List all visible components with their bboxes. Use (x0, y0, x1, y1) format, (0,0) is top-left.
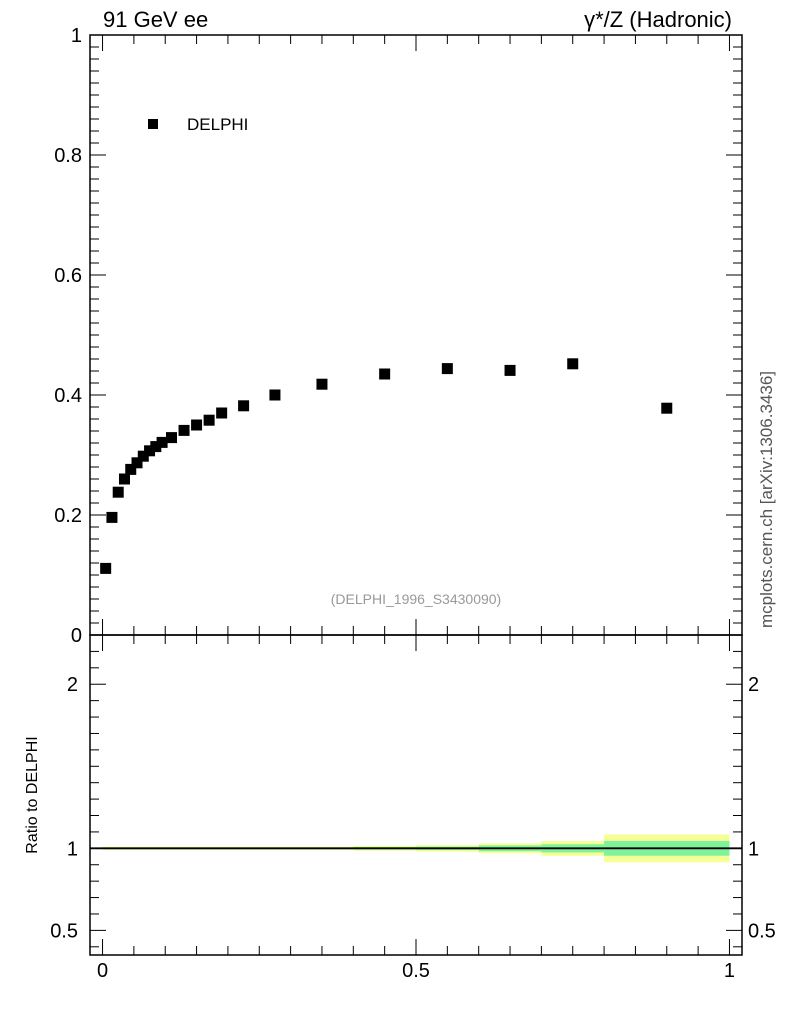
data-point (118, 473, 130, 485)
header-right-label: γ*/Z (Hadronic) (584, 7, 732, 32)
ratio-ylabel: Ratio to DELPHI (24, 736, 41, 853)
data-point (106, 511, 118, 523)
ratio-y-tick-label: 2 (67, 674, 78, 696)
data-point (441, 363, 453, 375)
main-y-tick-label: 1 (71, 25, 82, 47)
main-y-tick-label: 0.2 (54, 505, 82, 527)
data-point (216, 407, 228, 419)
data-point (131, 457, 143, 469)
main-y-tick-label: 0 (71, 625, 82, 647)
data-point (125, 463, 137, 475)
ratio-y-tick-label-right: 0.5 (748, 920, 776, 942)
data-point (269, 389, 281, 401)
x-tick-label: 0 (97, 960, 108, 982)
ratio-frame (89, 634, 743, 956)
main-y-tick-label: 0.8 (54, 145, 82, 167)
data-point (504, 364, 516, 376)
legend-marker (148, 119, 158, 129)
ratio-y-tick-label: 0.5 (50, 920, 78, 942)
ratio-y-tick-label-right: 2 (748, 674, 759, 696)
main-y-tick-label: 0.4 (54, 385, 82, 407)
ratio-panel: 0.5 0.5 1 1 2 2 0 0.5 1 Ratio to DELPHI (24, 634, 776, 982)
data-point (238, 400, 250, 412)
data-point (137, 450, 149, 462)
data-point (203, 414, 215, 426)
x-tick-label: 0.5 (402, 960, 430, 982)
legend-label: DELPHI (187, 115, 248, 134)
main-points (100, 358, 673, 574)
data-point (144, 445, 156, 457)
data-point (150, 441, 162, 453)
data-point (178, 424, 190, 436)
annotation: (DELPHI_1996_S3430090) (331, 591, 501, 607)
data-point (100, 562, 112, 574)
data-point (112, 486, 124, 498)
header-left-label: 91 GeV ee (103, 7, 209, 32)
main-panel: 0.2 0.4 0.6 0.8 1 0 DELPHI (DELPHI_1996_S3430… (54, 25, 743, 647)
data-point (156, 436, 168, 448)
x-tick-label: 1 (724, 960, 735, 982)
data-point (166, 432, 177, 444)
main-ticks: 0.2 0.4 0.6 0.8 1 0 (54, 25, 742, 647)
ratio-y-tick-label: 1 (67, 838, 78, 860)
data-point (661, 402, 673, 414)
ratio-y-tick-label-right: 1 (748, 838, 759, 860)
ratio-ticks: 0.5 0.5 1 1 2 2 0 0.5 1 (50, 635, 776, 982)
data-point (191, 419, 203, 431)
data-point (316, 378, 328, 390)
main-y-tick-label: 0.6 (54, 265, 82, 287)
data-point (379, 368, 391, 380)
data-point (567, 358, 579, 370)
